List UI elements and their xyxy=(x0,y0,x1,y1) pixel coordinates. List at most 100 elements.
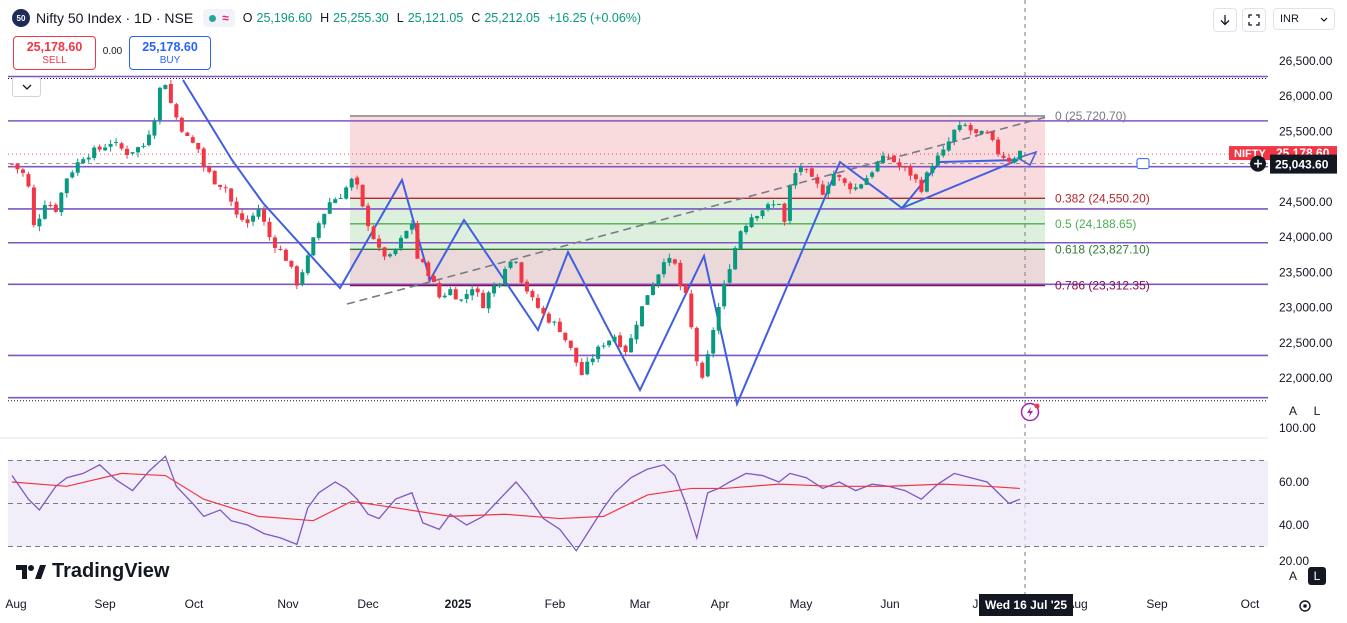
candle-body[interactable] xyxy=(316,223,321,239)
candle-body[interactable] xyxy=(979,130,984,134)
tradingview-logo[interactable]: TradingView xyxy=(16,560,169,583)
dashed-trendline[interactable] xyxy=(346,116,1046,305)
candle-body[interactable] xyxy=(711,329,716,354)
candle-body[interactable] xyxy=(990,131,995,140)
candle-body[interactable] xyxy=(377,238,382,248)
candle-body[interactable] xyxy=(574,347,579,363)
candle-body[interactable] xyxy=(245,219,250,224)
candle-body[interactable] xyxy=(552,321,557,323)
candle-body[interactable] xyxy=(985,132,990,134)
candle-body[interactable] xyxy=(42,205,47,219)
candle-body[interactable] xyxy=(629,338,634,353)
candle-body[interactable] xyxy=(125,148,130,155)
candle-body[interactable] xyxy=(475,288,480,293)
candle-body[interactable] xyxy=(519,262,524,283)
candle-body[interactable] xyxy=(618,335,623,347)
candle-body[interactable] xyxy=(86,157,91,160)
candle-body[interactable] xyxy=(344,187,349,199)
settings-gear-icon[interactable] xyxy=(1299,600,1311,612)
candle-body[interactable] xyxy=(738,231,743,249)
candle-body[interactable] xyxy=(820,184,825,195)
candle-body[interactable] xyxy=(787,185,792,221)
candle-body[interactable] xyxy=(667,257,672,263)
candle-body[interactable] xyxy=(908,166,913,176)
candle-body[interactable] xyxy=(661,262,666,275)
candle-body[interactable] xyxy=(223,187,228,189)
candle-body[interactable] xyxy=(262,209,266,222)
candle-body[interactable] xyxy=(53,204,58,212)
candle-body[interactable] xyxy=(10,163,14,165)
candle-body[interactable] xyxy=(497,283,502,287)
candle-body[interactable] xyxy=(930,166,935,173)
candle-body[interactable] xyxy=(333,199,338,204)
rsi-line[interactable] xyxy=(11,455,1021,552)
candle-body[interactable] xyxy=(305,255,310,274)
candle-body[interactable] xyxy=(568,340,573,348)
candle-body[interactable] xyxy=(229,188,234,202)
candle-body[interactable] xyxy=(919,179,924,192)
candle-body[interactable] xyxy=(837,174,842,178)
candle-body[interactable] xyxy=(831,173,836,186)
candle-body[interactable] xyxy=(240,213,245,220)
candle-body[interactable] xyxy=(431,275,436,283)
candle-body[interactable] xyxy=(481,292,486,309)
candle-body[interactable] xyxy=(705,354,710,377)
candle-body[interactable] xyxy=(848,183,853,190)
candle-body[interactable] xyxy=(590,358,595,363)
candle-body[interactable] xyxy=(897,162,902,167)
candle-body[interactable] xyxy=(716,307,721,331)
candle-body[interactable] xyxy=(864,178,869,185)
candle-body[interactable] xyxy=(596,346,601,359)
auto-scale-button[interactable]: A xyxy=(1284,402,1302,420)
candle-body[interactable] xyxy=(963,124,968,126)
candle-body[interactable] xyxy=(185,132,190,137)
candle-body[interactable] xyxy=(656,274,661,286)
harmonic-pattern-path[interactable] xyxy=(182,79,1019,408)
candle-body[interactable] xyxy=(755,216,760,219)
candle-body[interactable] xyxy=(201,148,206,168)
candle-body[interactable] xyxy=(842,178,847,183)
candle-body[interactable] xyxy=(398,237,403,249)
collapse-legend-button[interactable] xyxy=(12,77,41,97)
candle-body[interactable] xyxy=(623,345,628,353)
candle-body[interactable] xyxy=(924,172,929,192)
candle-body[interactable] xyxy=(371,226,376,240)
candle-body[interactable] xyxy=(974,129,979,133)
candle-body[interactable] xyxy=(283,249,288,261)
fullscreen-button[interactable] xyxy=(1242,8,1266,32)
add-alert-plus-icon[interactable] xyxy=(1250,155,1266,172)
candle-body[interactable] xyxy=(881,155,886,163)
candle-body[interactable] xyxy=(935,155,940,166)
candle-body[interactable] xyxy=(508,261,513,268)
candle-body[interactable] xyxy=(37,218,42,227)
buy-button[interactable]: 25,178.60 BUY xyxy=(129,36,211,70)
candle-body[interactable] xyxy=(760,210,765,217)
candle-body[interactable] xyxy=(672,259,677,264)
candle-body[interactable] xyxy=(640,306,644,327)
candle-body[interactable] xyxy=(130,152,135,154)
candle-body[interactable] xyxy=(311,237,316,256)
candle-body[interactable] xyxy=(727,269,732,283)
candle-body[interactable] xyxy=(426,262,431,277)
candle-body[interactable] xyxy=(503,269,508,285)
candle-body[interactable] xyxy=(946,141,951,151)
candle-body[interactable] xyxy=(168,84,173,103)
candle-body[interactable] xyxy=(415,223,420,259)
candle-body[interactable] xyxy=(92,147,97,159)
symbol-title[interactable]: Nifty 50 Index · 1D · NSE xyxy=(36,10,194,26)
candle-body[interactable] xyxy=(464,294,469,300)
candle-body[interactable] xyxy=(700,362,705,378)
candle-body[interactable] xyxy=(103,147,108,151)
candle-body[interactable] xyxy=(212,170,217,185)
candle-body[interactable] xyxy=(771,204,776,206)
candle-body[interactable] xyxy=(996,139,1001,155)
candle-body[interactable] xyxy=(459,299,464,301)
candle-body[interactable] xyxy=(678,262,683,287)
candle-body[interactable] xyxy=(234,201,239,215)
candle-body[interactable] xyxy=(870,172,875,177)
candle-body[interactable] xyxy=(31,187,36,226)
candle-body[interactable] xyxy=(152,121,157,136)
candle-body[interactable] xyxy=(853,187,858,190)
candle-body[interactable] xyxy=(607,340,612,346)
